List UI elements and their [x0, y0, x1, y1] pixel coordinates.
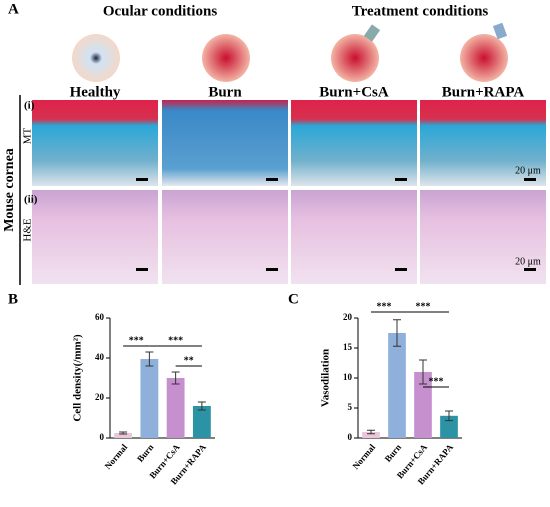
stain-label: MT: [22, 127, 34, 144]
histology-image: [291, 100, 417, 186]
y-tick-label: 60: [95, 312, 105, 322]
y-tick-label: 0: [100, 432, 105, 442]
bar: [166, 378, 185, 438]
error-bar: [145, 351, 154, 367]
panel-label: C: [288, 291, 299, 307]
side-label: Mouse cornea: [2, 148, 17, 232]
column-label: Healthy: [70, 84, 121, 100]
scale-label: 20 μm: [515, 256, 541, 267]
scale-bar: [524, 178, 536, 181]
error-bar: [197, 401, 206, 411]
scale-label: 20 μm: [515, 165, 541, 176]
y-tick-label: 10: [343, 372, 353, 382]
scale-bar: [395, 178, 407, 181]
stain-label: H&E: [22, 218, 34, 242]
y-tick-label: 5: [348, 402, 353, 412]
error-bar: [393, 319, 401, 347]
y-axis-label: Vasodilation: [320, 349, 332, 407]
scale-bar: [266, 268, 278, 271]
error-bar: [367, 429, 375, 435]
error-bar: [419, 359, 427, 385]
column-label: Burn+CsA: [319, 84, 389, 100]
column-label: Burn+RAPA: [442, 84, 525, 100]
significance-label: ***: [416, 301, 431, 312]
significance-label: ***: [168, 335, 183, 346]
significance-label: ***: [429, 376, 444, 387]
histology-image: [162, 100, 288, 186]
histology-image: [32, 100, 158, 186]
x-tick-label: Normal: [103, 442, 130, 471]
group-label: Ocular conditions: [103, 3, 217, 19]
row-index: (i): [24, 100, 35, 112]
scale-bar: [524, 268, 536, 271]
x-tick-label: Burn: [135, 442, 156, 464]
bar: [414, 372, 432, 438]
group-label: Treatment conditions: [352, 3, 489, 19]
y-tick-label: 40: [95, 352, 105, 362]
histology-image: [420, 100, 546, 186]
bar: [440, 415, 458, 438]
bar: [140, 359, 159, 438]
column-label: Burn: [208, 84, 242, 100]
error-bar: [171, 371, 180, 385]
significance-label: ***: [129, 335, 144, 346]
bar: [362, 432, 380, 438]
y-tick-label: 20: [95, 392, 105, 402]
y-tick-label: 15: [343, 342, 353, 352]
panel-label: A: [8, 1, 19, 17]
error-bar: [445, 410, 453, 422]
bar: [388, 333, 406, 438]
x-tick-label: Normal: [350, 442, 377, 471]
significance-label: ***: [377, 301, 392, 312]
scale-bar: [395, 268, 407, 271]
y-axis-label: Cell density(/mm²): [72, 334, 84, 422]
row-index: (ii): [24, 194, 38, 206]
panel-label: B: [8, 291, 18, 307]
y-tick-label: 0: [348, 432, 353, 442]
x-tick-label: Burn: [383, 442, 404, 464]
bar: [192, 406, 211, 438]
scale-bar: [136, 268, 148, 271]
significance-label: **: [184, 355, 194, 366]
error-bar: [119, 431, 128, 435]
scale-bar: [266, 178, 278, 181]
scale-bar: [136, 178, 148, 181]
eye-icons: [72, 22, 508, 82]
bar: [114, 433, 133, 438]
y-tick-label: 20: [343, 312, 353, 322]
